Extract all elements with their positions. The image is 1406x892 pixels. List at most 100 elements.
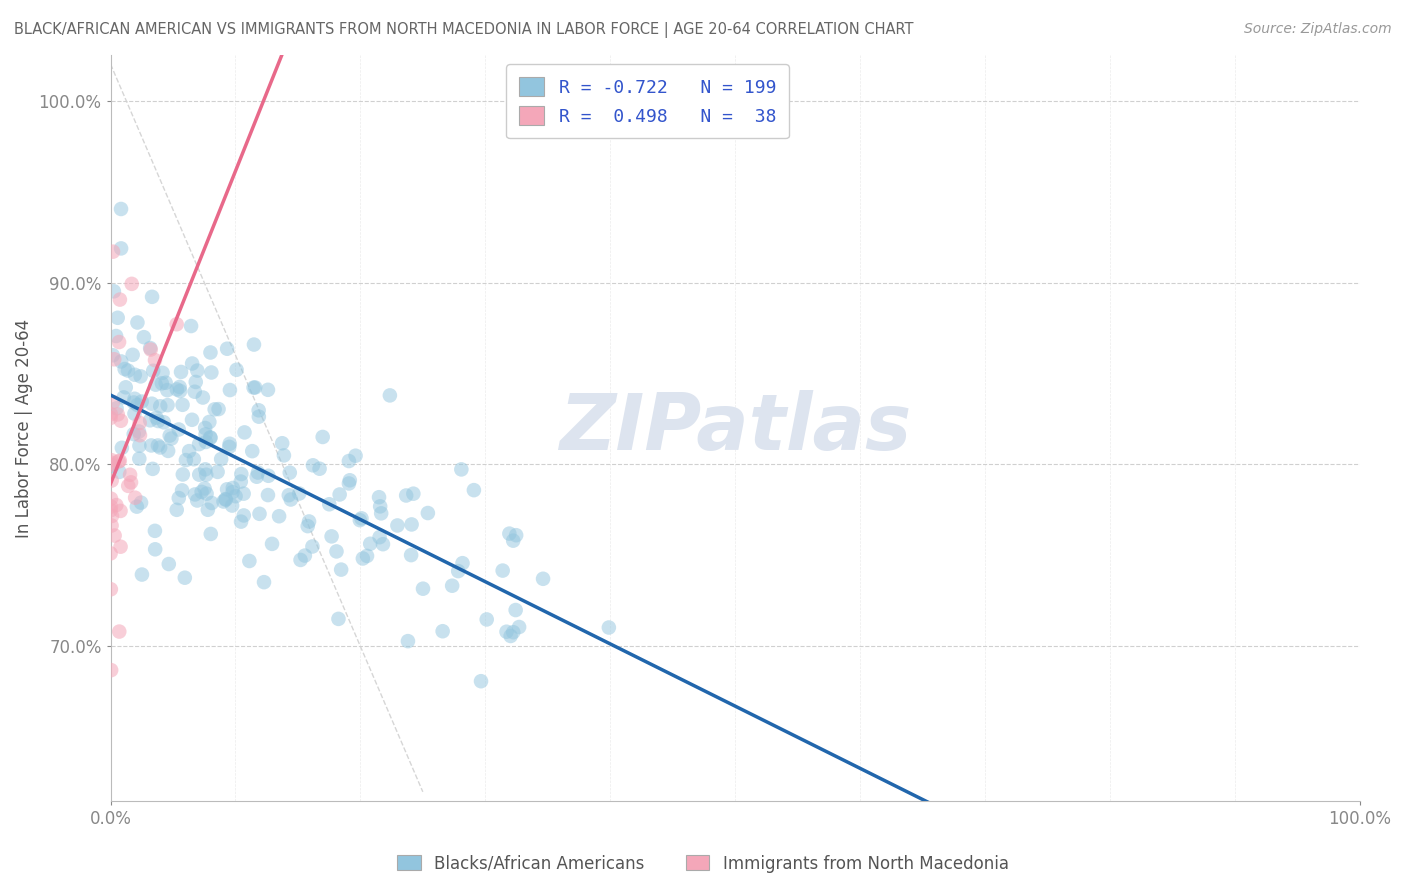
Point xyxy=(349,513,371,527)
Point xyxy=(508,620,530,634)
Point xyxy=(110,414,132,428)
Point xyxy=(156,398,179,412)
Point xyxy=(498,526,520,541)
Point xyxy=(253,575,276,590)
Point xyxy=(257,383,280,397)
Point xyxy=(194,421,217,435)
Point xyxy=(149,441,172,455)
Point xyxy=(190,484,212,499)
Point xyxy=(200,527,222,541)
Point xyxy=(232,508,254,523)
Point xyxy=(128,439,150,453)
Point xyxy=(110,202,132,216)
Point xyxy=(225,363,247,377)
Point xyxy=(120,475,142,490)
Point xyxy=(217,342,239,356)
Point xyxy=(207,402,229,417)
Point xyxy=(121,277,143,291)
Point xyxy=(247,409,270,424)
Point xyxy=(450,462,472,476)
Point xyxy=(401,517,423,532)
Point xyxy=(101,508,124,523)
Point xyxy=(197,502,219,516)
Point xyxy=(238,554,260,568)
Point xyxy=(387,518,409,533)
Point xyxy=(290,553,312,567)
Point xyxy=(167,422,190,436)
Point xyxy=(111,441,134,455)
Point xyxy=(157,443,180,458)
Point xyxy=(142,462,165,476)
Point xyxy=(215,492,238,507)
Point xyxy=(194,434,217,449)
Point xyxy=(128,416,150,430)
Point xyxy=(172,398,194,412)
Point xyxy=(318,497,340,511)
Point xyxy=(107,454,129,468)
Point xyxy=(598,621,620,635)
Point xyxy=(100,474,122,488)
Point xyxy=(188,437,211,451)
Y-axis label: In Labor Force | Age 20-64: In Labor Force | Age 20-64 xyxy=(15,318,32,538)
Point xyxy=(505,603,527,617)
Point xyxy=(277,488,299,502)
Point xyxy=(298,515,321,529)
Point xyxy=(100,518,122,533)
Point xyxy=(124,491,146,505)
Point xyxy=(200,366,222,380)
Point xyxy=(100,503,122,517)
Point xyxy=(246,466,269,480)
Point xyxy=(257,468,280,483)
Point xyxy=(257,488,280,502)
Point xyxy=(243,337,266,351)
Point xyxy=(129,496,152,510)
Point xyxy=(402,486,425,500)
Point xyxy=(229,515,252,529)
Point xyxy=(184,384,207,399)
Point xyxy=(200,431,222,445)
Point xyxy=(141,438,163,452)
Point xyxy=(200,430,222,444)
Point xyxy=(475,612,498,626)
Point xyxy=(129,369,152,384)
Point xyxy=(105,401,128,416)
Point xyxy=(269,509,291,524)
Point xyxy=(231,467,253,481)
Point xyxy=(194,462,217,476)
Point xyxy=(100,491,122,506)
Point xyxy=(108,465,131,479)
Point xyxy=(143,524,166,538)
Point xyxy=(153,415,176,429)
Point xyxy=(100,582,122,597)
Point xyxy=(243,380,266,394)
Point xyxy=(368,490,391,504)
Point xyxy=(166,503,188,517)
Point xyxy=(101,348,124,362)
Point xyxy=(105,498,128,512)
Point xyxy=(325,544,347,558)
Point xyxy=(337,454,360,468)
Point xyxy=(142,364,165,378)
Point xyxy=(204,402,226,417)
Point xyxy=(368,530,391,544)
Point xyxy=(100,458,122,472)
Point xyxy=(105,329,128,343)
Point xyxy=(214,492,236,507)
Point xyxy=(132,330,155,344)
Point xyxy=(222,481,245,495)
Point xyxy=(122,395,145,409)
Point xyxy=(352,551,374,566)
Point xyxy=(107,408,129,422)
Point xyxy=(399,548,422,562)
Point xyxy=(181,413,204,427)
Point xyxy=(166,383,188,397)
Point xyxy=(194,427,217,442)
Point xyxy=(100,500,122,514)
Point xyxy=(101,456,124,470)
Point xyxy=(101,458,124,473)
Point xyxy=(395,488,418,502)
Point xyxy=(139,413,162,427)
Point xyxy=(195,467,218,482)
Point xyxy=(531,572,554,586)
Point xyxy=(215,483,238,497)
